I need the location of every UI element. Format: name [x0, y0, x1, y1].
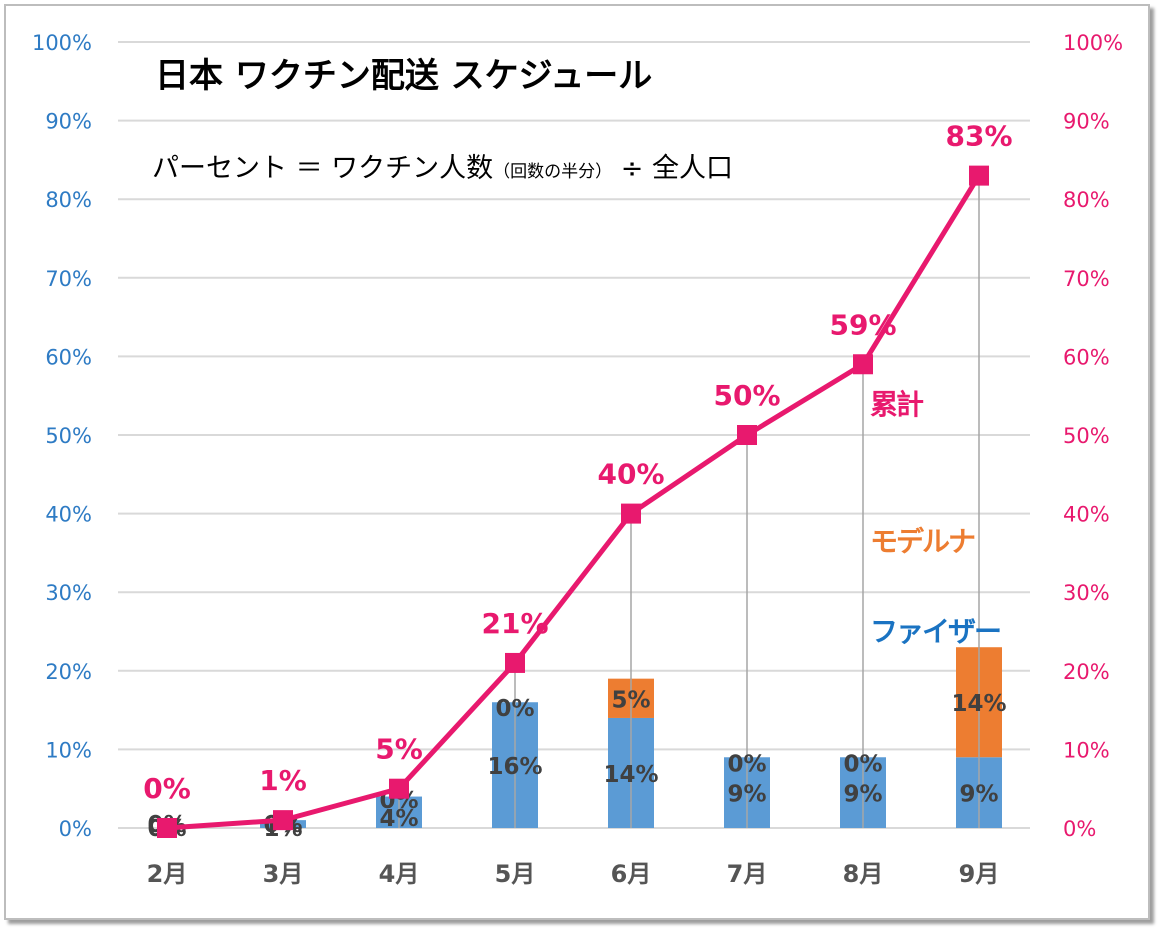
y-right-tick-label: 100% — [1063, 31, 1123, 55]
cumulative-line — [157, 165, 989, 838]
x-tick-label: 4月 — [379, 860, 420, 888]
chart-subtitle: パーセント ＝ ワクチン人数（回数の半分） ÷ 全人口 — [152, 153, 733, 184]
y-left-tick-label: 80% — [45, 188, 92, 212]
x-tick-label: 6月 — [611, 860, 652, 888]
x-tick-label: 7月 — [727, 860, 768, 888]
line-data-label: 83% — [945, 120, 1012, 153]
bar-label-moderna: 0% — [843, 751, 882, 777]
y-right-tick-label: 40% — [1063, 503, 1110, 527]
line-marker — [389, 778, 409, 799]
y-right-tick-label: 60% — [1063, 345, 1110, 369]
line-marker — [737, 425, 757, 445]
y-left-tick-label: 70% — [45, 267, 92, 291]
y-right-tick-label: 30% — [1063, 581, 1110, 605]
y-axis-right: 0% 10% 20% 30% 40% 50% 60% 70% 80% 90% 100% — [1063, 31, 1123, 841]
y-left-tick-label: 40% — [45, 503, 92, 527]
bar-label-pfizer: 16% — [487, 754, 542, 780]
subtitle-main: パーセント ＝ ワクチン人数 — [152, 153, 493, 184]
y-right-tick-label: 10% — [1063, 738, 1110, 762]
y-left-tick-label: 10% — [45, 738, 92, 762]
x-axis: 2月 3月 4月 5月 6月 7月 8月 9月 — [147, 860, 1000, 888]
chart-title: 日本 ワクチン配送 スケジュール — [155, 56, 652, 96]
legend-cumulative: 累計 — [870, 388, 924, 421]
line-data-label: 59% — [829, 308, 896, 341]
line-series-cumulative — [166, 174, 982, 831]
y-right-tick-label: 20% — [1063, 660, 1110, 684]
y-left-tick-label: 30% — [45, 581, 92, 605]
y-right-tick-label: 50% — [1063, 424, 1110, 448]
drop-lines — [282, 175, 980, 828]
subtitle-note: （回数の半分） — [493, 162, 612, 182]
y-left-tick-label: 90% — [45, 110, 92, 134]
line-labels: 0% 1% 5% 21% 40% 50% 59% 83% — [143, 120, 1012, 805]
bar-label-pfizer: 9% — [727, 782, 766, 808]
line-data-label: 40% — [597, 458, 664, 491]
bar-label-moderna: 5% — [611, 687, 650, 713]
y-right-tick-label: 0% — [1063, 817, 1096, 841]
subtitle-tail: ÷ 全人口 — [612, 153, 733, 184]
y-right-tick-label: 90% — [1063, 110, 1110, 134]
line-marker — [157, 818, 177, 838]
legend-moderna: モデルナ — [870, 525, 975, 558]
line-marker — [273, 810, 293, 831]
y-left-tick-label: 60% — [45, 345, 92, 369]
bar-label-pfizer: 9% — [959, 782, 998, 808]
bar-label-pfizer: 4% — [379, 806, 418, 832]
bar-label-moderna: 0% — [727, 751, 766, 777]
line-data-label: 21% — [481, 607, 548, 640]
bar-label-pfizer: 14% — [603, 762, 658, 788]
line-data-label: 1% — [259, 764, 307, 797]
line-data-label: 5% — [375, 733, 423, 766]
x-tick-label: 9月 — [959, 860, 1000, 888]
line-marker — [621, 503, 641, 524]
y-left-tick-label: 20% — [45, 660, 92, 684]
line-data-label: 0% — [143, 772, 191, 805]
bar-label-moderna: 0% — [495, 696, 534, 722]
x-tick-label: 3月 — [263, 860, 304, 888]
y-right-tick-label: 80% — [1063, 188, 1110, 212]
y-left-tick-label: 100% — [32, 31, 92, 55]
bar-label-pfizer: 9% — [843, 782, 882, 808]
y-axis-left: 0% 10% 20% 30% 40% 50% 60% 70% 80% 90% 100% — [32, 31, 92, 841]
x-tick-label: 5月 — [495, 860, 536, 888]
line-marker — [853, 354, 873, 375]
line-marker — [505, 652, 525, 673]
bars — [260, 647, 1002, 828]
x-tick-label: 2月 — [147, 860, 188, 888]
y-left-tick-label: 50% — [45, 424, 92, 448]
bar-labels: 0%0%1%0%4%0%16%0%14%5%9%0%9%0%9%14% — [147, 687, 1006, 842]
legend-pfizer: ファイザー — [870, 615, 1000, 648]
line-data-label: 50% — [713, 379, 780, 412]
line-marker — [969, 165, 989, 186]
y-left-tick-label: 0% — [59, 817, 92, 841]
bar-label-moderna: 14% — [951, 691, 1006, 717]
y-right-tick-label: 70% — [1063, 267, 1110, 291]
x-tick-label: 8月 — [843, 860, 884, 888]
